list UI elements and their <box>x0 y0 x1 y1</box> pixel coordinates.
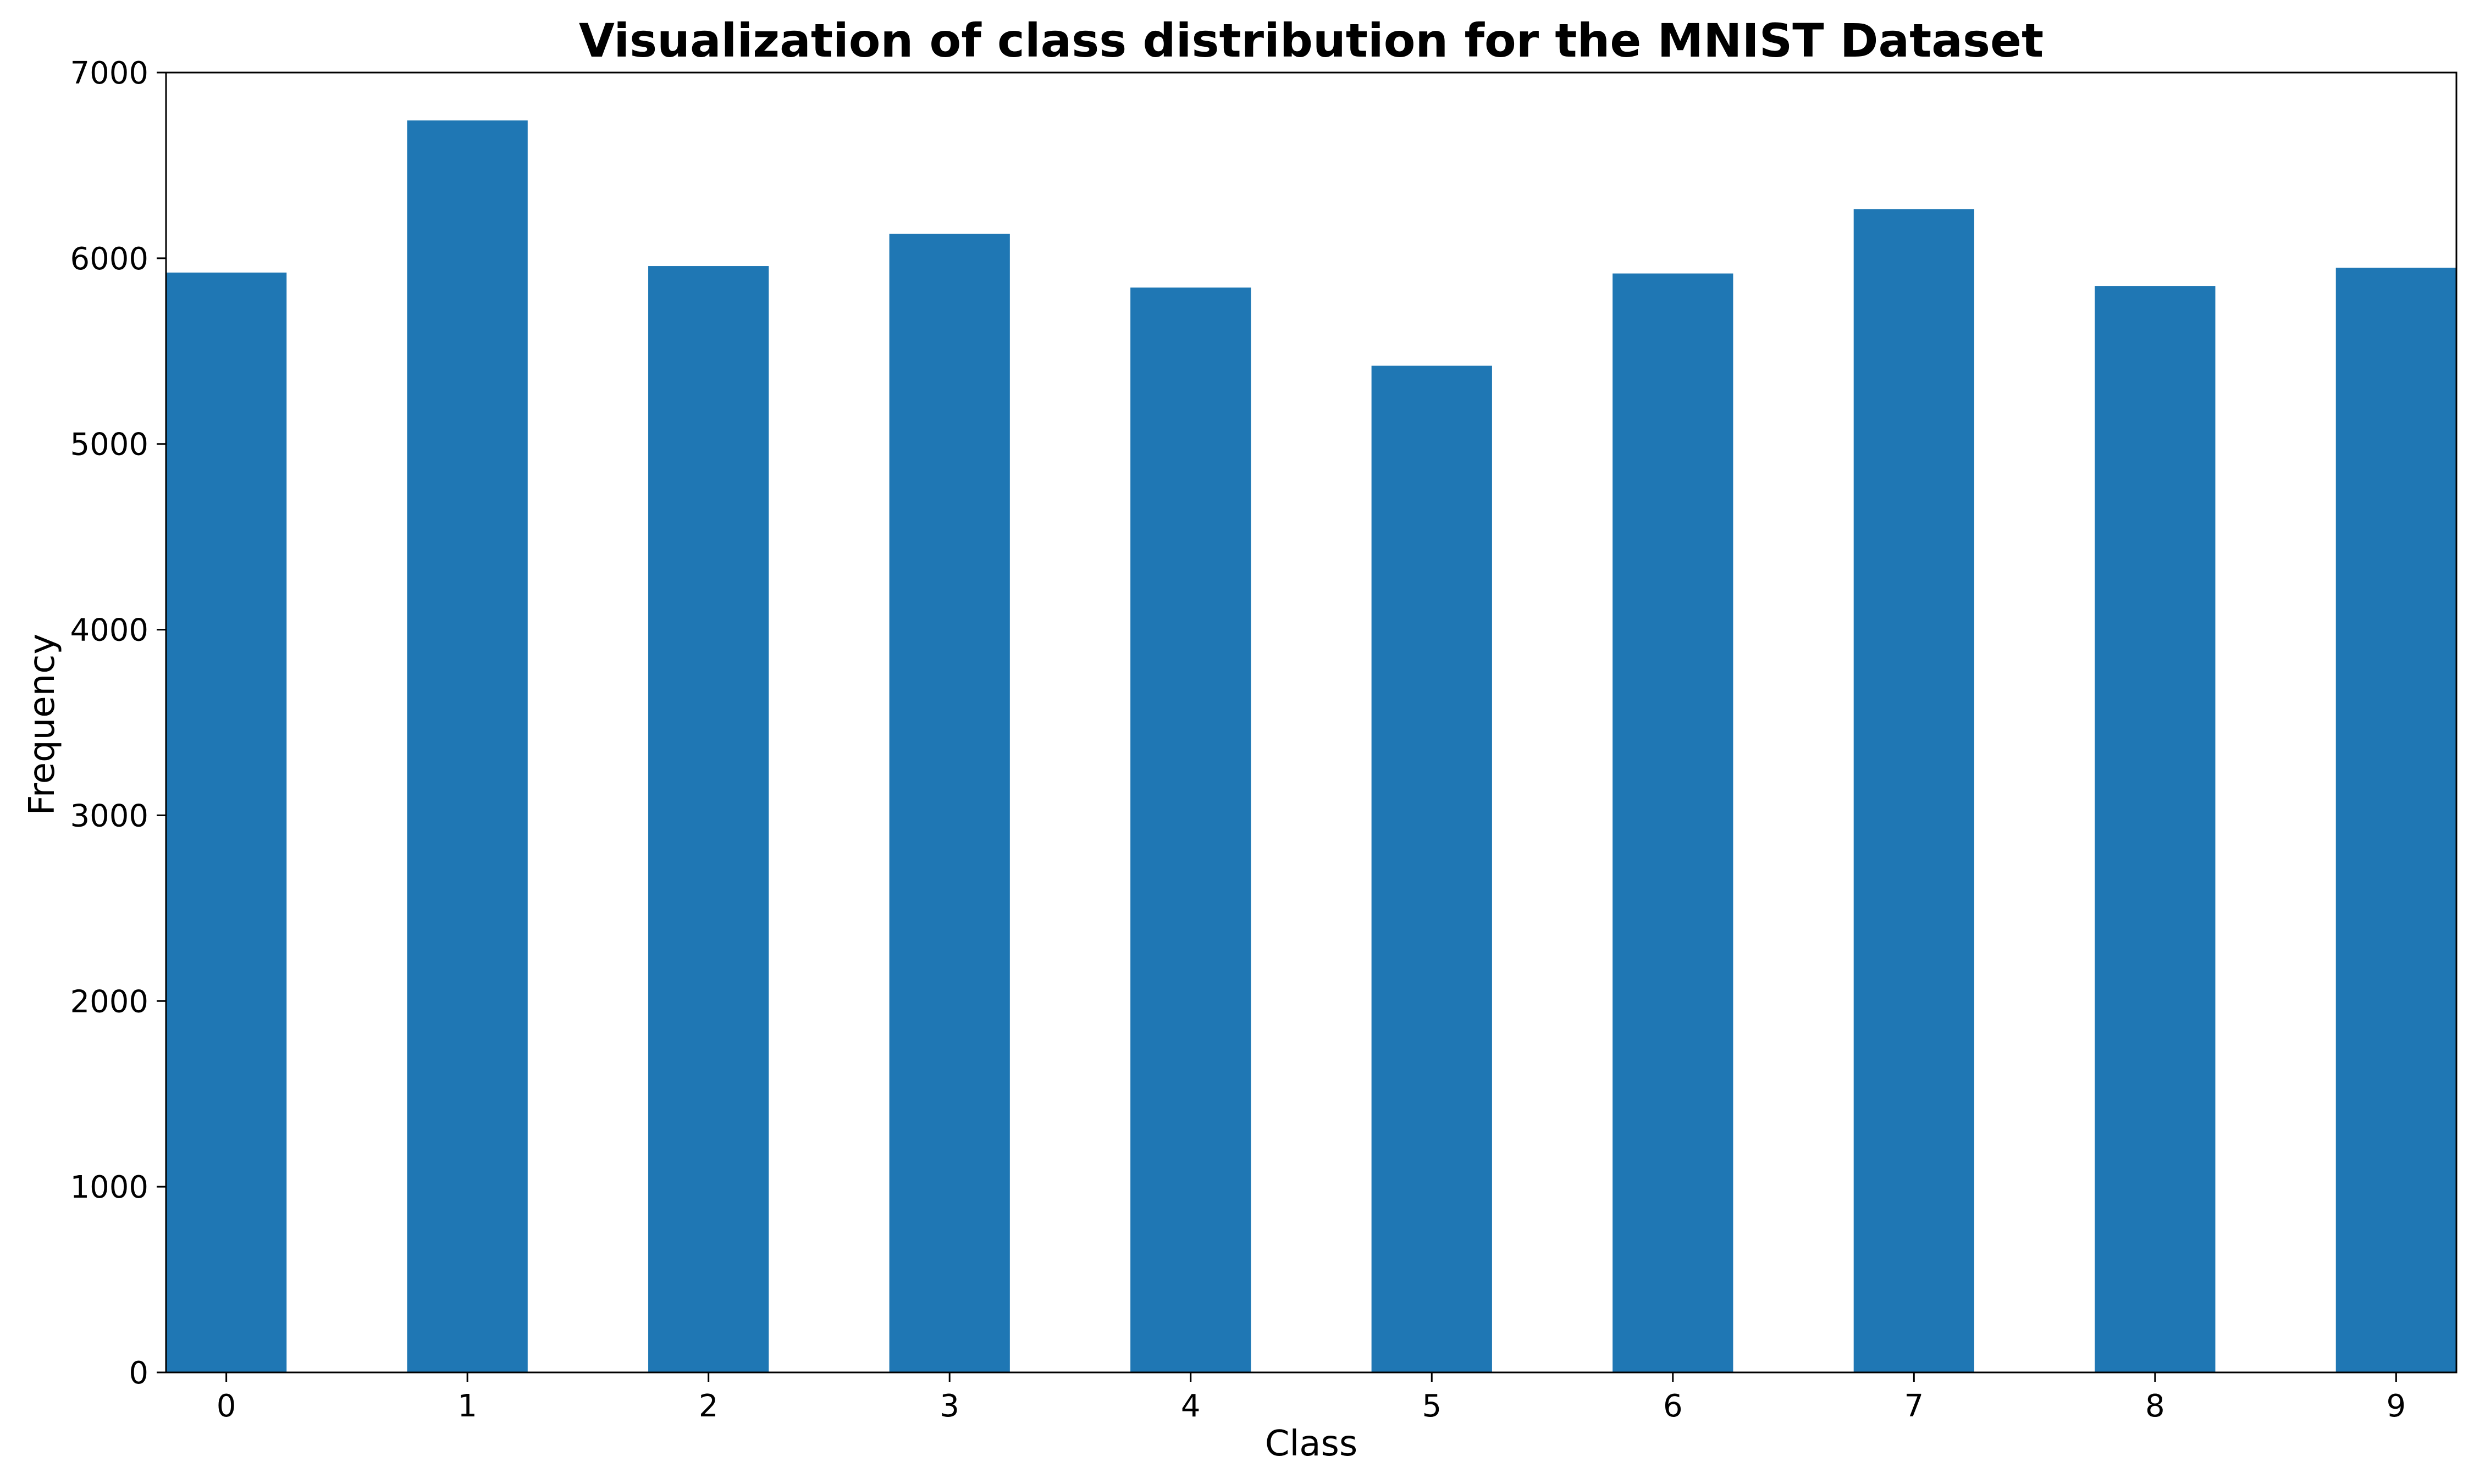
bar-class-2 <box>648 266 769 1373</box>
bar-class-0 <box>166 272 287 1373</box>
y-tick-label: 6000 <box>70 241 148 277</box>
plot-area: 0 1 2 3 4 5 6 7 8 9 0 1000 2000 3000 4000 5000 6000 7000 <box>70 56 2458 1424</box>
axes-frame <box>165 71 2458 1374</box>
bar-class-6 <box>1612 273 1733 1373</box>
bar-class-9 <box>2335 268 2456 1372</box>
x-tick-label: 5 <box>1422 1388 1442 1424</box>
bar-class-8 <box>2095 286 2216 1372</box>
y-tick-label: 7000 <box>70 56 148 91</box>
y-tick-label: 5000 <box>70 427 148 463</box>
x-tick-label: 1 <box>457 1388 477 1424</box>
x-tick-label: 0 <box>217 1388 236 1424</box>
bar-class-5 <box>1371 366 1492 1372</box>
y-tick-label: 3000 <box>70 798 148 834</box>
x-tick-label: 4 <box>1181 1388 1201 1424</box>
bar-class-4 <box>1130 287 1251 1373</box>
y-tick-label: 4000 <box>70 613 148 649</box>
x-tick-label: 8 <box>2145 1388 2165 1424</box>
bar-class-1 <box>407 120 528 1372</box>
x-axis-label: Class <box>1265 1424 1357 1464</box>
bar-class-7 <box>1853 209 1974 1373</box>
y-tick-label: 1000 <box>70 1170 148 1205</box>
x-tick-label: 9 <box>2387 1388 2406 1424</box>
x-tick-label: 6 <box>1663 1388 1683 1424</box>
x-tick-label: 7 <box>1904 1388 1924 1424</box>
y-axis-label: Frequency <box>22 634 63 816</box>
x-tick-label: 3 <box>940 1388 959 1424</box>
chart-title: Visualization of class distribution for … <box>579 14 2044 68</box>
x-tick-label: 2 <box>699 1388 719 1424</box>
y-tick-label: 0 <box>129 1355 148 1391</box>
y-tick-label: 2000 <box>70 984 148 1020</box>
bar-class-3 <box>889 234 1010 1372</box>
